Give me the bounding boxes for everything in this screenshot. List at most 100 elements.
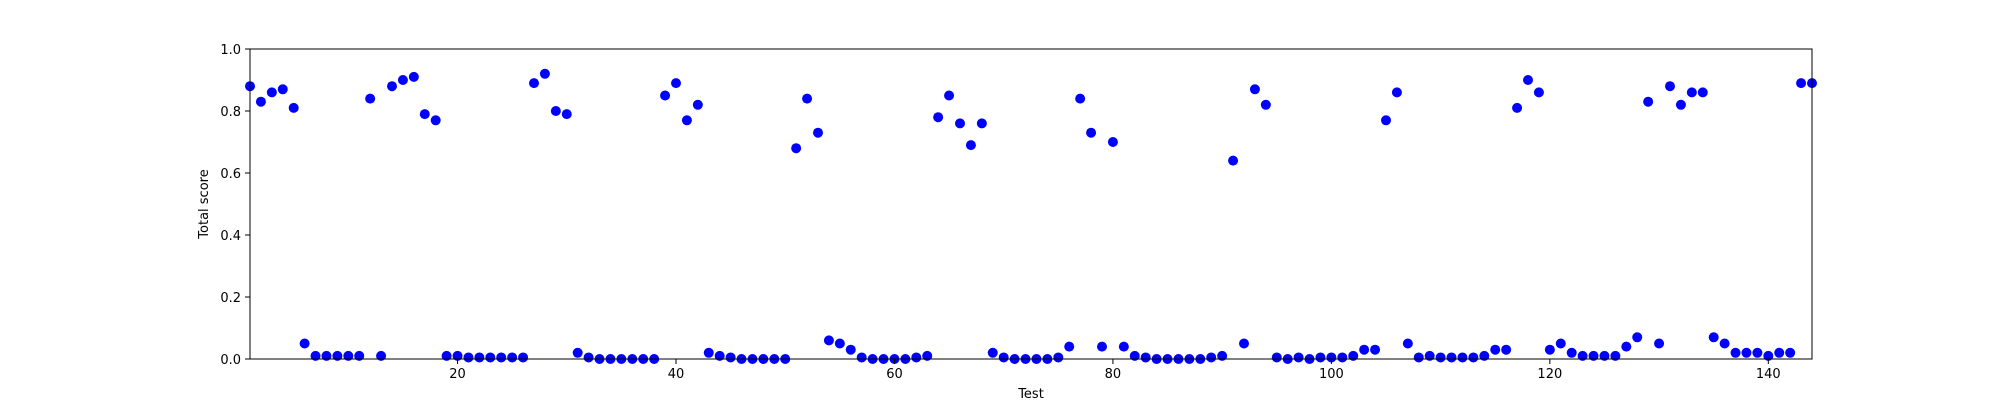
data-point xyxy=(692,99,703,110)
data-point xyxy=(823,335,834,346)
y-axis-label: Total score xyxy=(197,169,212,239)
data-point xyxy=(266,87,277,98)
data-point xyxy=(539,68,550,79)
data-point xyxy=(987,347,998,358)
data-point xyxy=(856,352,867,363)
data-point xyxy=(1708,332,1719,343)
data-point xyxy=(332,350,343,361)
data-point xyxy=(1315,352,1326,363)
data-point xyxy=(507,352,518,363)
data-point xyxy=(813,127,823,138)
data-point xyxy=(583,352,594,363)
data-point xyxy=(1348,350,1359,361)
data-point xyxy=(1118,341,1129,352)
data-point xyxy=(1643,96,1654,107)
data-point xyxy=(474,352,485,363)
data-point xyxy=(1654,338,1665,349)
data-point xyxy=(1555,338,1566,349)
data-point xyxy=(365,93,376,104)
data-point xyxy=(1260,99,1271,110)
plot-frame xyxy=(249,48,1813,360)
data-point xyxy=(671,78,681,89)
data-point xyxy=(1359,344,1370,355)
data-point xyxy=(1479,350,1490,361)
data-point xyxy=(1796,78,1807,89)
data-points xyxy=(245,68,1817,364)
data-point xyxy=(441,350,452,361)
data-point xyxy=(1490,344,1501,355)
data-point xyxy=(1129,350,1140,361)
data-point xyxy=(463,352,474,363)
data-point xyxy=(911,352,922,363)
data-point xyxy=(1370,344,1381,355)
data-point xyxy=(485,352,496,363)
data-point xyxy=(933,112,944,123)
data-point xyxy=(1075,93,1086,104)
data-point xyxy=(1402,338,1413,349)
data-point xyxy=(1785,347,1796,358)
data-point xyxy=(1665,81,1675,92)
data-point xyxy=(1239,338,1249,349)
data-point xyxy=(1730,347,1741,358)
data-point xyxy=(1752,347,1763,358)
data-point xyxy=(1424,350,1435,361)
data-point xyxy=(1413,352,1424,363)
data-point xyxy=(965,140,976,151)
x-tick-label: 120 xyxy=(1537,367,1562,382)
data-point xyxy=(1053,352,1064,363)
data-point xyxy=(1544,344,1555,355)
data-point xyxy=(791,143,802,154)
data-point xyxy=(1512,102,1523,113)
data-point xyxy=(1293,352,1304,363)
data-point xyxy=(1774,347,1785,358)
data-point xyxy=(944,90,955,101)
data-point xyxy=(1140,352,1151,363)
data-point xyxy=(572,347,583,358)
data-point xyxy=(1086,127,1097,138)
data-point xyxy=(310,350,321,361)
data-point xyxy=(998,352,1009,363)
data-point xyxy=(1588,350,1599,361)
data-point xyxy=(1228,155,1239,166)
data-point xyxy=(518,352,529,363)
data-point xyxy=(550,106,561,116)
y-axis-ticks: 0.0 0.2 0.4 0.6 0.8 1.0 xyxy=(220,43,250,368)
data-point xyxy=(354,350,365,361)
data-point xyxy=(660,90,671,101)
x-tick-label: 40 xyxy=(668,367,685,382)
data-point xyxy=(1391,87,1402,98)
data-point xyxy=(299,338,310,349)
data-point xyxy=(1719,338,1730,349)
y-tick-label: 0.8 xyxy=(220,105,241,120)
data-point xyxy=(1523,75,1533,85)
data-point xyxy=(834,338,845,349)
data-point xyxy=(1610,350,1621,361)
y-tick-label: 0.4 xyxy=(220,229,241,244)
data-point xyxy=(529,78,539,89)
data-point xyxy=(1632,332,1643,343)
data-point xyxy=(1435,352,1446,363)
data-point xyxy=(1501,344,1512,355)
data-point xyxy=(1337,352,1348,363)
data-point xyxy=(725,352,736,363)
data-point xyxy=(255,96,266,107)
x-axis-label: Test xyxy=(1017,387,1044,400)
data-point xyxy=(922,350,933,361)
data-point xyxy=(703,347,714,358)
x-axis-ticks: 20 40 60 80 100 120 140 xyxy=(449,359,1781,382)
data-point xyxy=(1097,341,1107,352)
y-tick-label: 0.6 xyxy=(220,167,241,182)
data-point xyxy=(1566,347,1577,358)
data-point xyxy=(452,350,463,361)
data-point xyxy=(419,109,430,120)
data-point xyxy=(1457,352,1468,363)
x-tick-label: 20 xyxy=(449,367,466,382)
y-tick-label: 0.2 xyxy=(220,291,241,306)
data-point xyxy=(1741,347,1752,358)
data-point xyxy=(288,102,299,113)
data-point xyxy=(1599,350,1610,361)
x-tick-label: 140 xyxy=(1756,367,1781,382)
x-tick-label: 60 xyxy=(886,367,903,382)
data-point xyxy=(1468,352,1479,363)
